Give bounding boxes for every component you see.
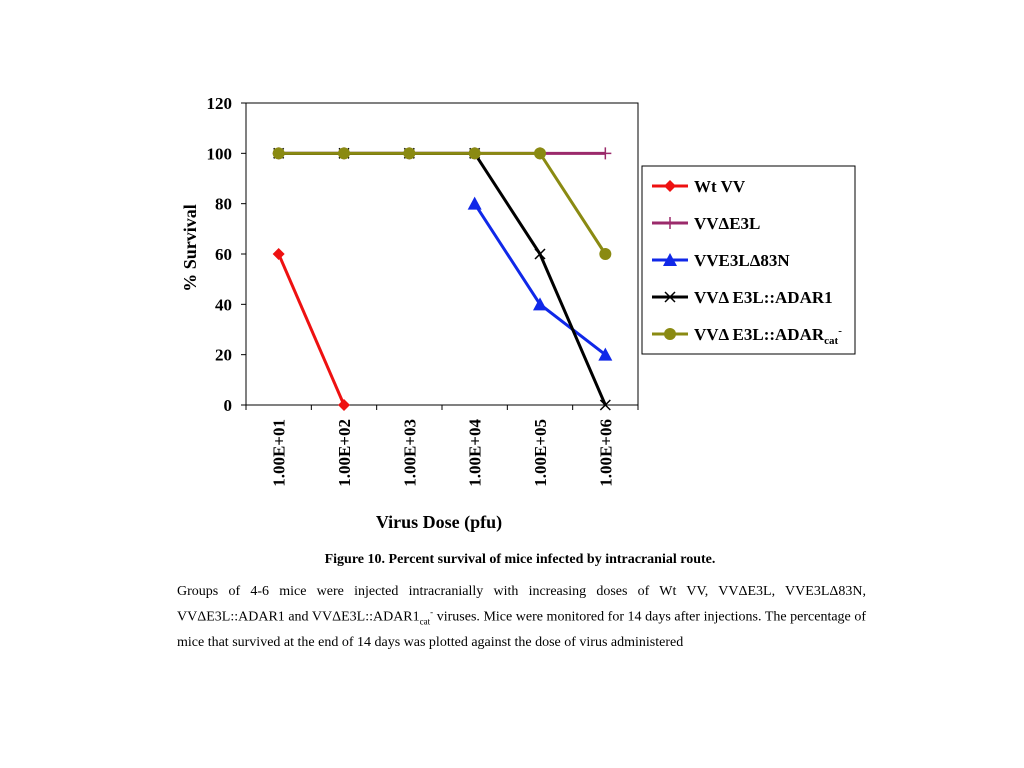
- legend-item: Wt VV: [652, 177, 746, 196]
- data-point: [599, 248, 612, 260]
- y-tick-label: 40: [215, 295, 232, 314]
- legend-swatch-marker: [664, 217, 676, 229]
- series-4: [272, 147, 612, 260]
- x-tick-label: 1.00E+01: [270, 419, 289, 487]
- description-subscript: cat: [419, 616, 431, 627]
- survival-chart: 0 20 40 60 80 100 120 1.00E+01 1.00E+02 1.00E+03…: [180, 94, 856, 533]
- y-tick-label: 100: [207, 144, 233, 163]
- data-point: [598, 347, 613, 361]
- series-line: [277, 253, 346, 406]
- data-point: [534, 147, 546, 160]
- description-part-2: viruses. Mice were monitored for 14 days…: [177, 609, 867, 651]
- legend-item: VVE3LΔ83N: [652, 251, 790, 270]
- legend-swatch-marker: [664, 180, 676, 192]
- x-tick-label: 1.00E+06: [596, 419, 615, 487]
- legend-label: VVΔ E3L::ADARcat-: [694, 325, 842, 347]
- data-point: [468, 147, 481, 160]
- legend-swatch-marker: [663, 253, 677, 266]
- x-axis: 1.00E+01 1.00E+02 1.00E+03 1.00E+04 1.00E+05…: [245, 405, 639, 487]
- legend-item: VVΔ E3L::ADARcat-: [652, 325, 842, 347]
- y-tick-label: 20: [215, 346, 232, 365]
- legend-item: VVΔ E3L::ADAR1: [652, 288, 833, 307]
- data-point: [338, 399, 350, 411]
- legend-swatch-marker: [664, 328, 676, 340]
- legend-label: VVE3LΔ83N: [694, 251, 790, 270]
- data-point: [338, 147, 350, 160]
- figure-description: Groups of 4-6 mice were injected intracr…: [177, 581, 866, 653]
- x-axis-title: Virus Dose (pfu): [376, 512, 502, 533]
- series-2: [467, 196, 613, 361]
- x-tick-label: 1.00E+05: [531, 419, 550, 487]
- data-point: [599, 399, 611, 411]
- figure-caption: Figure 10. Percent survival of mice infe…: [324, 552, 716, 567]
- x-tick-label: 1.00E+04: [466, 419, 485, 487]
- x-tick-label: 1.00E+03: [400, 419, 419, 487]
- legend-item: VVΔE3L: [652, 214, 760, 233]
- description-part-1: Groups of 4-6 mice were injected intracr…: [177, 584, 866, 625]
- series-0: [272, 248, 350, 411]
- y-axis: 0 20 40 60 80 100 120: [207, 94, 246, 415]
- y-tick-label: 80: [215, 195, 232, 214]
- legend-label: VVΔ E3L::ADAR1: [694, 288, 833, 307]
- y-axis-title: % Survival: [180, 204, 200, 292]
- series-line: [278, 151, 607, 255]
- data-point: [533, 297, 547, 311]
- legend-swatch-marker: [664, 291, 676, 303]
- data-point: [272, 248, 285, 260]
- y-tick-label: 0: [224, 396, 233, 415]
- y-tick-label: 120: [207, 94, 233, 113]
- y-tick-label: 60: [215, 245, 232, 264]
- legend-label: VVΔE3L: [694, 214, 760, 233]
- data-point: [599, 147, 612, 160]
- legend-label: Wt VV: [694, 177, 746, 196]
- plot-area: [245, 102, 639, 406]
- data-point: [272, 147, 285, 160]
- data-point: [534, 248, 546, 260]
- description-superscript: -: [430, 607, 434, 617]
- data-point: [467, 196, 482, 210]
- x-tick-label: 1.00E+02: [335, 419, 354, 487]
- data-point: [403, 147, 416, 160]
- series-layer: [272, 147, 613, 411]
